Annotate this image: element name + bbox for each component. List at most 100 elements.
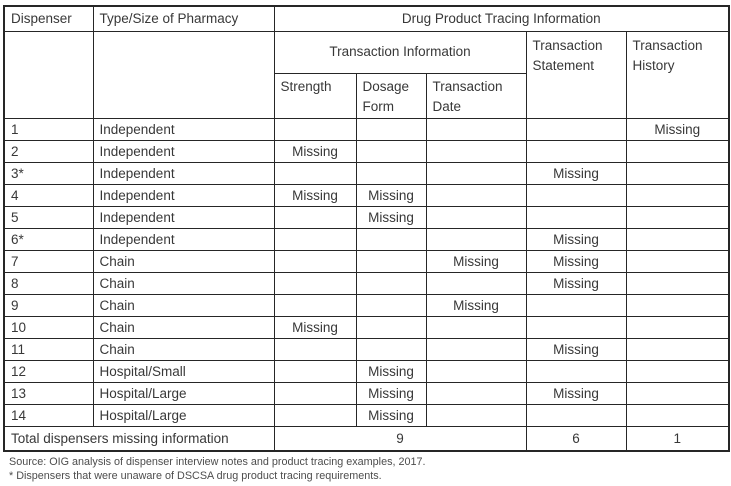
cell-strength (273, 117, 357, 141)
cell-strength (273, 381, 357, 405)
cell-transaction-date: Missing (425, 249, 527, 273)
cell-dispenser: 2 (3, 139, 94, 163)
cell-dosage-form (355, 293, 427, 317)
cell-type: Independent (92, 183, 275, 207)
cell-type: Hospital/Small (92, 359, 275, 383)
header-group-transaction-info: Transaction Information (273, 30, 527, 74)
table-row: 6* Independent Missing (3, 227, 730, 251)
total-transaction-history: 1 (625, 425, 730, 452)
cell-strength (273, 271, 357, 295)
cell-transaction-statement (525, 293, 627, 317)
drug-product-tracing-table: Dispenser Type/Size of Pharmacy Drug Pro… (3, 5, 730, 452)
cell-transaction-date (425, 381, 527, 405)
cell-transaction-history (625, 139, 730, 163)
table-row: 11 Chain Missing (3, 337, 730, 361)
cell-transaction-date (425, 227, 527, 251)
cell-strength (273, 403, 357, 427)
cell-dosage-form: Missing (355, 205, 427, 229)
report-table-figure: Dispenser Type/Size of Pharmacy Drug Pro… (3, 5, 730, 483)
header-dosage-form: Dosage Form (355, 72, 427, 119)
table-row: 13 Hospital/Large Missing Missing (3, 381, 730, 405)
table-row: 5 Independent Missing (3, 205, 730, 229)
header-type-size: Type/Size of Pharmacy (92, 5, 275, 32)
cell-type: Independent (92, 117, 275, 141)
cell-type: Independent (92, 139, 275, 163)
table-row: 1 Independent Missing (3, 117, 730, 141)
cell-transaction-date (425, 183, 527, 207)
cell-transaction-history (625, 403, 730, 427)
total-row: Total dispensers missing information 9 6… (3, 425, 730, 452)
footnotes: Source: OIG analysis of dispenser interv… (3, 455, 728, 483)
cell-dispenser: 9 (3, 293, 94, 317)
cell-transaction-history (625, 161, 730, 185)
header-transaction-date: Transaction Date (425, 72, 527, 119)
total-transaction-info: 9 (273, 425, 527, 452)
cell-transaction-history: Missing (625, 117, 730, 141)
cell-dispenser: 14 (3, 403, 94, 427)
table-row: 2 Independent Missing (3, 139, 730, 163)
cell-strength: Missing (273, 183, 357, 207)
header-transaction-history: Transaction History (625, 30, 730, 119)
total-transaction-statement: 6 (525, 425, 627, 452)
cell-transaction-statement: Missing (525, 381, 627, 405)
cell-type: Hospital/Large (92, 403, 275, 427)
cell-strength (273, 161, 357, 185)
header-transaction-statement: Transaction Statement (525, 30, 627, 119)
table-header: Dispenser Type/Size of Pharmacy Drug Pro… (3, 5, 730, 119)
cell-dosage-form (355, 337, 427, 361)
header-dispenser-spacer (3, 30, 94, 119)
cell-dosage-form: Missing (355, 359, 427, 383)
cell-transaction-history (625, 271, 730, 295)
asterisk-note: * Dispensers that were unaware of DSCSA … (9, 470, 382, 482)
cell-dosage-form (355, 139, 427, 163)
cell-transaction-history (625, 249, 730, 273)
cell-dosage-form: Missing (355, 403, 427, 427)
table-row: 7 Chain Missing Missing (3, 249, 730, 273)
cell-strength (273, 205, 357, 229)
cell-dispenser: 5 (3, 205, 94, 229)
cell-transaction-statement: Missing (525, 249, 627, 273)
cell-transaction-date (425, 205, 527, 229)
cell-transaction-statement (525, 139, 627, 163)
table-row: 3* Independent Missing (3, 161, 730, 185)
cell-transaction-history (625, 205, 730, 229)
cell-type: Chain (92, 271, 275, 295)
cell-transaction-history (625, 183, 730, 207)
table-row: 12 Hospital/Small Missing (3, 359, 730, 383)
cell-transaction-date (425, 403, 527, 427)
cell-dispenser: 10 (3, 315, 94, 339)
header-group-tracing-info: Drug Product Tracing Information (273, 5, 730, 32)
cell-dispenser: 8 (3, 271, 94, 295)
cell-dosage-form: Missing (355, 381, 427, 405)
cell-strength (273, 227, 357, 251)
table-row: 10 Chain Missing (3, 315, 730, 339)
cell-transaction-statement (525, 403, 627, 427)
cell-dosage-form (355, 227, 427, 251)
cell-type: Chain (92, 293, 275, 317)
cell-strength: Missing (273, 139, 357, 163)
cell-dispenser: 11 (3, 337, 94, 361)
cell-dosage-form: Missing (355, 183, 427, 207)
cell-transaction-statement (525, 315, 627, 339)
cell-dosage-form (355, 249, 427, 273)
source-note: Source: OIG analysis of dispenser interv… (9, 456, 426, 468)
cell-transaction-history (625, 315, 730, 339)
cell-dispenser: 4 (3, 183, 94, 207)
cell-transaction-history (625, 293, 730, 317)
cell-dosage-form (355, 271, 427, 295)
table-body: 1 Independent Missing 2 Independent Miss… (3, 117, 730, 427)
cell-strength: Missing (273, 315, 357, 339)
cell-transaction-statement (525, 183, 627, 207)
cell-transaction-statement: Missing (525, 227, 627, 251)
cell-transaction-statement (525, 117, 627, 141)
cell-transaction-date (425, 271, 527, 295)
cell-type: Chain (92, 337, 275, 361)
cell-transaction-date (425, 117, 527, 141)
cell-transaction-date (425, 337, 527, 361)
cell-transaction-date (425, 359, 527, 383)
cell-transaction-statement (525, 359, 627, 383)
cell-transaction-date (425, 161, 527, 185)
cell-transaction-statement: Missing (525, 161, 627, 185)
table-row: 8 Chain Missing (3, 271, 730, 295)
cell-type: Independent (92, 161, 275, 185)
